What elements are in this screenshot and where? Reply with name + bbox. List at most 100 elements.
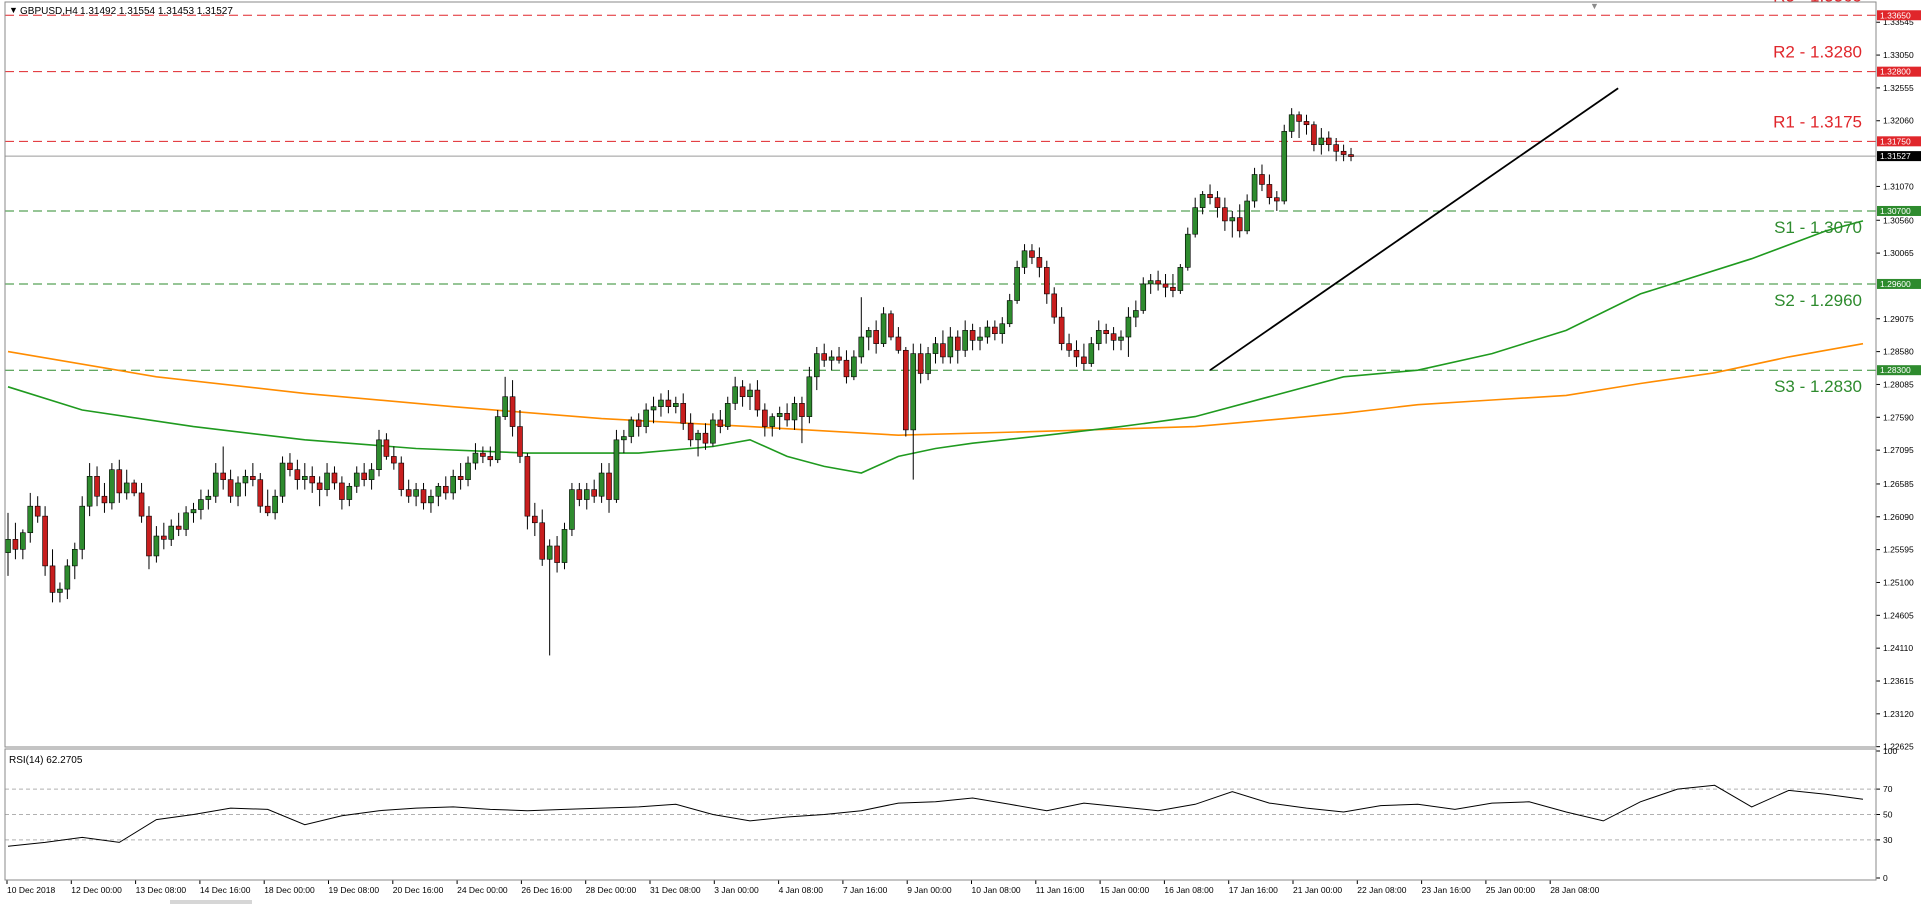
time-tick-label: 22 Jan 08:00 <box>1357 885 1406 895</box>
candle-bullish <box>621 436 627 441</box>
candle-bearish <box>1340 150 1347 155</box>
rsi-title: RSI(14) 62.2705 <box>9 755 83 766</box>
candle-bullish <box>57 588 63 593</box>
level-tag-s3 <box>1877 365 1921 376</box>
level-label-s1: S1 - 1.3070 <box>1774 218 1862 237</box>
candle-bearish <box>1214 197 1221 208</box>
candle-bearish <box>1051 293 1058 318</box>
candle-bullish <box>168 525 175 540</box>
candle-bullish <box>1244 200 1250 232</box>
candle-bullish <box>1147 280 1154 285</box>
candle-bearish <box>1036 257 1043 268</box>
current-price-tag <box>1877 151 1921 162</box>
time-tick-label: 28 Dec 00:00 <box>586 885 637 895</box>
candle-bullish <box>86 476 93 507</box>
time-tick-label: 18 Dec 00:00 <box>264 885 315 895</box>
ohlc-readout: 1.31492 1.31554 1.31453 1.31527 <box>80 6 233 17</box>
candle-bearish <box>383 439 390 457</box>
candle-bearish <box>316 482 323 490</box>
price-tick-label: 1.32555 <box>1883 83 1914 93</box>
candle-bearish <box>1029 250 1035 258</box>
level-tag-s2 <box>1877 278 1921 289</box>
candle-bullish <box>999 323 1006 335</box>
candle-bearish <box>257 479 264 507</box>
candle-bullish <box>1192 207 1198 235</box>
price-tick-label: 1.23120 <box>1883 709 1914 719</box>
candle-bullish <box>1021 250 1028 268</box>
candle-bearish <box>843 359 850 378</box>
level-tag-text: 1.32800 <box>1880 67 1911 77</box>
candle-bearish <box>799 403 805 417</box>
candle-bearish <box>1222 207 1228 222</box>
level-label-r2: R2 - 1.3280 <box>1773 43 1862 62</box>
price-tick-label: 1.27095 <box>1883 445 1914 455</box>
price-tick-label: 1.26090 <box>1883 512 1914 522</box>
candle-bearish <box>131 482 137 494</box>
candle-bullish <box>628 419 635 437</box>
candle-bearish <box>264 505 271 514</box>
scroll-tab[interactable] <box>170 900 252 904</box>
candle-bearish <box>940 343 946 358</box>
time-tick-label: 31 Dec 08:00 <box>650 885 701 895</box>
level-tag-text: 1.28300 <box>1880 365 1911 375</box>
candle-bearish <box>1162 283 1169 288</box>
candle-bearish <box>702 432 709 444</box>
candle-bearish <box>1110 333 1117 341</box>
level-tag-text: 1.31750 <box>1880 136 1911 146</box>
candle-bullish <box>806 376 813 417</box>
candle-bullish <box>324 472 330 490</box>
candle-bearish <box>1155 280 1161 285</box>
candle-bearish <box>1303 121 1310 126</box>
candle-bearish <box>227 479 234 497</box>
candle-bearish <box>665 399 672 407</box>
candle-bullish <box>1125 316 1132 338</box>
candle-bearish <box>1333 144 1339 152</box>
candle-bullish <box>1014 267 1020 301</box>
candle-bearish <box>175 525 182 530</box>
candle-bearish <box>1236 217 1243 232</box>
candle-bearish <box>101 495 108 504</box>
moving-average-orange <box>7 342 1864 437</box>
candle-bearish <box>873 330 879 344</box>
candle-bullish <box>1318 137 1325 145</box>
candle-bearish <box>1081 356 1087 364</box>
candle-bearish <box>480 452 486 457</box>
level-tag-r2 <box>1877 66 1921 77</box>
price-tick-label: 1.23615 <box>1883 676 1914 686</box>
candle-bullish <box>569 489 575 530</box>
candle-bearish <box>888 313 894 338</box>
collapse-triangle-icon[interactable]: ▼ <box>9 5 18 15</box>
candle-bearish <box>331 472 338 484</box>
candle-bearish <box>517 426 523 457</box>
candle-bullish <box>932 343 939 354</box>
candle-bullish <box>79 505 85 550</box>
time-tick-label: 13 Dec 08:00 <box>136 885 187 895</box>
price-tick-label: 1.29075 <box>1883 314 1914 324</box>
candle-bullish <box>346 485 353 500</box>
price-tick-label: 1.32060 <box>1883 116 1914 126</box>
candle-bearish <box>539 522 546 560</box>
symbol-label: GBPUSD,H4 <box>20 6 78 17</box>
level-tag-r3 <box>1877 10 1921 21</box>
candle-bearish <box>34 505 41 517</box>
candle-bearish <box>457 476 464 480</box>
candle-bullish <box>376 439 382 470</box>
candle-bearish <box>1325 137 1332 145</box>
rsi-tick-label: 100 <box>1883 746 1897 756</box>
time-tick-label: 19 Dec 08:00 <box>329 885 380 895</box>
time-tick-label: 23 Jan 16:00 <box>1422 885 1471 895</box>
candle-bearish <box>635 419 642 427</box>
candle-bearish <box>1296 114 1302 122</box>
candle-bullish <box>435 485 442 497</box>
candle-bearish <box>509 396 516 427</box>
candle-bearish <box>1348 154 1354 157</box>
candle-bullish <box>658 399 664 407</box>
shift-marker-icon[interactable]: ▼ <box>1590 1 1599 11</box>
candle-bearish <box>294 469 301 480</box>
candle-bullish <box>450 476 457 494</box>
candle-bullish <box>368 469 375 480</box>
candle-bearish <box>1058 316 1065 344</box>
time-tick-label: 12 Dec 00:00 <box>71 885 122 895</box>
